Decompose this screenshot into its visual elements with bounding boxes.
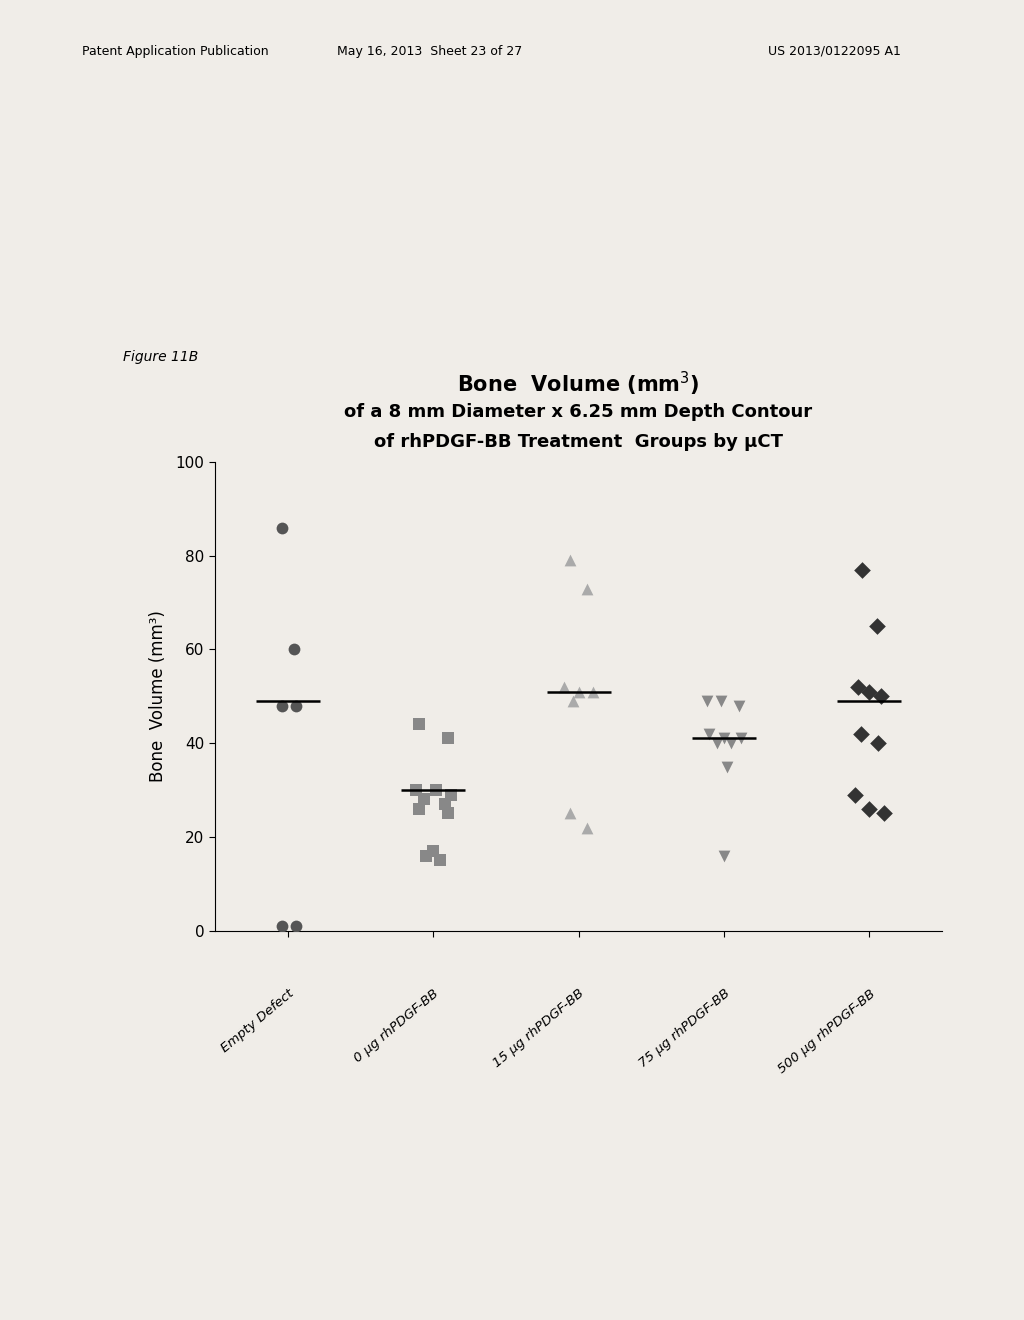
Point	[716, 845, 732, 866]
Point	[273, 517, 290, 539]
Point	[436, 793, 453, 814]
Point	[719, 756, 735, 777]
Point	[698, 690, 715, 711]
Point	[561, 803, 578, 824]
Point	[872, 686, 889, 708]
Point	[289, 915, 305, 936]
Point	[286, 639, 302, 660]
Text: of a 8 mm Diameter x 6.25 mm Depth Contour: of a 8 mm Diameter x 6.25 mm Depth Conto…	[344, 403, 813, 421]
Point	[442, 784, 459, 805]
Text: Figure 11B: Figure 11B	[123, 350, 198, 364]
Text: 75 μg rhPDGF-BB: 75 μg rhPDGF-BB	[637, 987, 732, 1071]
Point	[868, 615, 885, 636]
Text: 15 μg rhPDGF-BB: 15 μg rhPDGF-BB	[492, 987, 587, 1071]
Text: Patent Application Publication: Patent Application Publication	[82, 45, 268, 58]
Point	[585, 681, 601, 702]
Point	[439, 803, 456, 824]
Point	[847, 784, 863, 805]
Point	[709, 733, 725, 754]
Point	[428, 779, 444, 800]
Point	[713, 690, 729, 711]
Text: of rhPDGF-BB Treatment  Groups by μCT: of rhPDGF-BB Treatment Groups by μCT	[374, 433, 783, 451]
Point	[723, 733, 739, 754]
Point	[861, 799, 878, 820]
Point	[408, 779, 424, 800]
Point	[570, 681, 587, 702]
Text: May 16, 2013  Sheet 23 of 27: May 16, 2013 Sheet 23 of 27	[338, 45, 522, 58]
Point	[876, 803, 892, 824]
Point	[273, 915, 290, 936]
Point	[556, 676, 572, 697]
Point	[854, 560, 870, 581]
Point	[416, 789, 432, 810]
Text: US 2013/0122095 A1: US 2013/0122095 A1	[768, 45, 901, 58]
Point	[850, 676, 866, 697]
Point	[701, 723, 718, 744]
Point	[580, 578, 596, 599]
Point	[273, 696, 290, 717]
Point	[580, 817, 596, 838]
Point	[730, 696, 746, 717]
Point	[418, 845, 434, 866]
Point	[411, 714, 427, 735]
Point	[411, 799, 427, 820]
Text: Bone  Volume (mm$^3$): Bone Volume (mm$^3$)	[458, 370, 699, 397]
Point	[561, 550, 578, 572]
Text: 500 μg rhPDGF-BB: 500 μg rhPDGF-BB	[775, 987, 878, 1076]
Text: Empty Defect: Empty Defect	[218, 987, 296, 1055]
Point	[425, 841, 441, 862]
Point	[564, 690, 581, 711]
Point	[289, 696, 305, 717]
Point	[432, 850, 449, 871]
Point	[733, 727, 750, 748]
Y-axis label: Bone  Volume (mm³): Bone Volume (mm³)	[150, 610, 167, 783]
Point	[439, 727, 456, 748]
Point	[852, 723, 868, 744]
Point	[861, 681, 878, 702]
Point	[716, 727, 732, 748]
Point	[870, 733, 887, 754]
Text: 0 μg rhPDGF-BB: 0 μg rhPDGF-BB	[352, 987, 441, 1065]
